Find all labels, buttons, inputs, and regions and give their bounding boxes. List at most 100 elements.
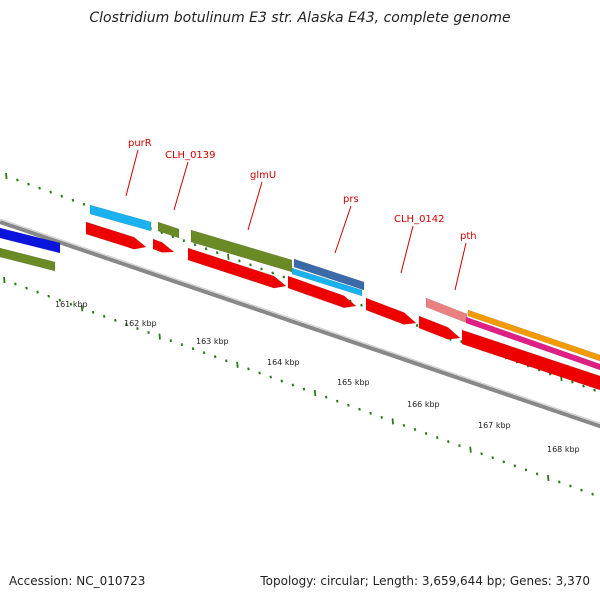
scale-tick [3, 276, 6, 284]
gene-label-leader [247, 181, 263, 231]
gene-label-leader [173, 161, 189, 211]
scale-tick-label: 161 kbp [55, 300, 88, 309]
scale-tick [524, 468, 528, 472]
scale-tick-label: 165 kbp [337, 378, 370, 387]
scale-tick [569, 484, 572, 488]
map-title: Clostridium botulinum E3 str. Alaska E43… [89, 10, 511, 26]
gc-skew-tick [204, 247, 208, 251]
gene-prs[interactable] [291, 267, 363, 297]
scale-tick [147, 331, 150, 335]
scale-tick [280, 379, 284, 383]
scale-tick [125, 322, 128, 326]
gene-CLH_0139[interactable] [157, 221, 180, 239]
scale-tick [291, 383, 295, 387]
scale-tick [413, 427, 417, 431]
scale-tick [558, 480, 561, 484]
gene-label: CLH_0139 [165, 150, 216, 161]
scale-tick [247, 367, 250, 371]
cds-glmU[interactable] [187, 247, 287, 289]
scale-tick-label: 168 kbp [547, 445, 580, 454]
gene-pth-upper[interactable] [425, 297, 468, 324]
gene-label: glmU [250, 170, 276, 181]
scale-tick-label: 164 kbp [267, 358, 300, 367]
scale-tick [213, 355, 217, 359]
scale-tick [225, 359, 228, 363]
scale-tick [347, 403, 350, 407]
gene-label: purR [128, 138, 152, 149]
scale-tick [380, 415, 383, 419]
gene-label-leader [125, 149, 139, 197]
gc-skew-tick [60, 194, 64, 198]
scale-tick-label: 163 kbp [196, 337, 229, 346]
scale-tick [91, 310, 95, 314]
scale-tick [302, 387, 306, 391]
feature-blue-left[interactable] [0, 227, 61, 254]
scale-tick [25, 286, 28, 290]
gc-skew-tick [38, 186, 41, 190]
scale-tick-label: 167 kbp [478, 421, 511, 430]
cds-purR[interactable] [85, 221, 147, 250]
genome-backbone [0, 220, 600, 429]
gc-skew-tick [460, 340, 463, 344]
scale-tick-label: 166 kbp [407, 400, 440, 409]
scale-tick [14, 282, 17, 286]
gene-label: prs [343, 194, 359, 205]
scale-tick [502, 460, 506, 464]
scale-tick [36, 290, 39, 294]
gc-skew-tick [49, 190, 52, 194]
gc-skew-tick [193, 243, 197, 247]
gene-purR[interactable] [89, 204, 152, 232]
scale-tick [202, 351, 206, 355]
gene-label: CLH_0142 [394, 214, 445, 225]
feature-olive-left[interactable] [0, 247, 56, 272]
scale-tick [313, 390, 317, 397]
cds-CLH_0142[interactable] [365, 297, 417, 325]
scale-tick [102, 314, 106, 318]
scale-tick [336, 399, 339, 403]
gc-skew-tick [415, 323, 419, 327]
scale-tick [324, 395, 328, 399]
cds-prs[interactable] [287, 275, 357, 309]
gc-skew-tick [71, 198, 75, 202]
feature-orange[interactable] [467, 309, 600, 362]
scale-tick [513, 464, 517, 468]
scale-tick [547, 474, 550, 482]
scale-tick [258, 371, 261, 375]
scale-tick [591, 492, 594, 496]
scale-tick [269, 375, 272, 379]
scale-tick [580, 488, 583, 492]
gc-skew-tick [260, 267, 263, 271]
feature-magenta[interactable] [465, 316, 600, 371]
cds-right[interactable] [461, 329, 600, 391]
scale-tick [435, 436, 439, 440]
gene-label-leader [454, 242, 467, 291]
gc-skew-tick [282, 275, 286, 279]
cds-pth[interactable] [418, 315, 461, 340]
gc-skew-tick [571, 380, 574, 384]
feature-prs-upper[interactable] [293, 258, 365, 291]
gc-skew-tick [182, 239, 186, 243]
scale-tick [58, 298, 62, 302]
scale-tick [424, 432, 428, 436]
gc-skew-tick [27, 182, 30, 186]
scale-tick [180, 343, 184, 347]
cds-CLH_0139[interactable] [152, 238, 175, 253]
scale-tick [369, 411, 372, 415]
gc-skew-tick [249, 263, 252, 267]
scale-tick [191, 347, 195, 351]
scale-tick [169, 339, 173, 343]
accession-text: Accession: NC_010723 [9, 574, 146, 588]
gene-label-leader [400, 225, 414, 274]
gene-label-leader [334, 205, 352, 254]
genome-summary-text: Topology: circular; Length: 3,659,644 bp… [260, 574, 590, 588]
scale-tick [69, 302, 73, 306]
gc-skew-tick [227, 253, 230, 260]
scale-tick [358, 407, 361, 411]
scale-tick [114, 318, 117, 322]
genome-backbone-highlight [0, 218, 600, 424]
gc-skew-tick [271, 271, 274, 275]
scale-tick-label: 162 kbp [124, 319, 157, 328]
gc-skew-tick [82, 202, 86, 206]
gc-skew-tick [593, 388, 596, 392]
